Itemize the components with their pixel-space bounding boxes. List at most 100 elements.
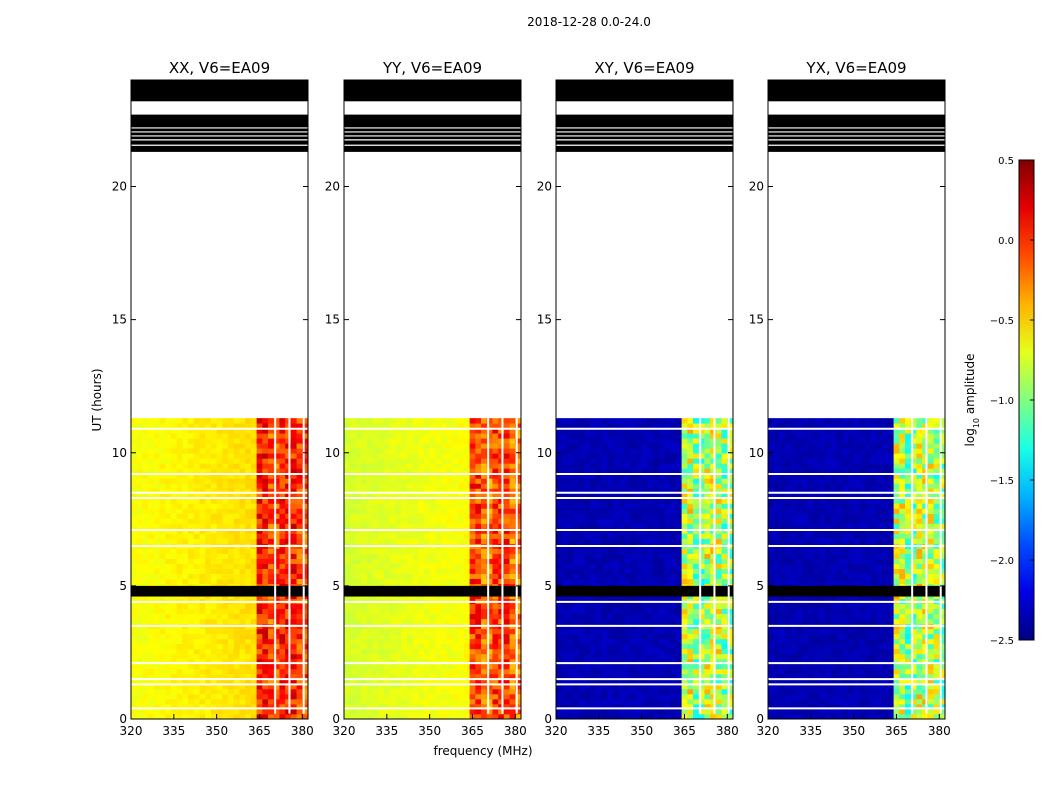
heatmap-cell [658, 608, 665, 615]
heatmap-cell [670, 633, 677, 640]
heatmap-cell [378, 548, 385, 554]
heatmap-cell [509, 678, 516, 685]
heatmap-cell [159, 468, 166, 474]
heatmap-cell [486, 603, 493, 610]
heatmap-cell [273, 488, 280, 494]
heatmap-cell [268, 443, 275, 449]
heatmap-cell [193, 418, 200, 424]
heatmap-cell [584, 528, 591, 534]
heatmap-cell [372, 523, 379, 529]
heatmap-cell [205, 613, 212, 620]
heatmap-cell [153, 643, 160, 650]
heatmap-cell [503, 708, 510, 715]
heatmap-cell [273, 648, 280, 655]
heatmap-cell [567, 548, 574, 554]
heatmap-cell [193, 433, 200, 439]
heatmap-cell [406, 478, 413, 484]
heatmap-cell [486, 438, 493, 444]
heatmap-cell [296, 643, 303, 650]
heatmap-cell [630, 703, 637, 710]
heatmap-cell [233, 533, 240, 539]
heatmap-cell [423, 633, 431, 640]
heatmap-cell [193, 713, 200, 720]
heatmap-cell [210, 433, 218, 439]
heatmap-cell [159, 523, 166, 529]
heatmap-cell [675, 613, 683, 620]
heatmap-cell [148, 713, 155, 720]
heatmap-cell [233, 703, 240, 710]
heatmap-cell [412, 443, 419, 449]
heatmap-cell [423, 418, 431, 424]
heatmap-cell [412, 578, 419, 585]
heatmap-cell [378, 443, 385, 449]
heatmap-cell [378, 558, 385, 564]
heatmap-cell [383, 418, 391, 424]
heatmap-cell [452, 483, 459, 489]
heatmap-cell [681, 563, 688, 569]
heatmap-cell [182, 693, 189, 700]
heatmap-cell [401, 693, 408, 700]
heatmap-cell [273, 653, 280, 660]
heatmap-cell [148, 538, 155, 544]
heatmap-cell [273, 713, 280, 720]
heatmap-cell [715, 653, 722, 660]
heatmap-cell [355, 433, 362, 439]
heatmap-cell [170, 428, 178, 434]
heatmap-cell [302, 463, 309, 469]
heatmap-cell [182, 633, 189, 640]
heatmap-cell [279, 678, 286, 685]
heatmap-cell [469, 608, 476, 615]
heatmap-cell [378, 458, 385, 464]
heatmap-cell [601, 698, 608, 705]
heatmap-cell [681, 538, 688, 544]
heatmap-cell [418, 638, 425, 645]
heatmap-cell [486, 443, 493, 449]
heatmap-cell [624, 683, 631, 690]
heatmap-cell [153, 423, 160, 429]
heatmap-cell [653, 668, 660, 675]
heatmap-cell [378, 518, 385, 524]
heatmap-cell [389, 648, 396, 655]
flagged-band [344, 80, 521, 102]
heatmap-cell [153, 458, 160, 464]
heatmap-cell [584, 698, 591, 705]
heatmap-cell [664, 613, 671, 620]
heatmap-cell [486, 658, 493, 665]
heatmap-cell [199, 678, 206, 685]
heatmap-cell [641, 613, 648, 620]
heatmap-cell [481, 563, 488, 569]
heatmap-cell [492, 658, 499, 665]
heatmap-cell [481, 493, 488, 499]
heatmap-cell [446, 573, 453, 579]
heatmap-cell [509, 628, 516, 635]
heatmap-cell [486, 428, 493, 434]
heatmap-cell [188, 498, 195, 504]
heatmap-cell [469, 673, 476, 680]
heatmap-cell [228, 613, 235, 620]
heatmap-cell [389, 458, 396, 464]
heatmap-cell [509, 648, 516, 655]
heatmap-cell [469, 528, 476, 534]
heatmap-cell [188, 468, 195, 474]
heatmap-cell [503, 508, 510, 514]
heatmap-cell [475, 683, 482, 690]
heatmap-cell [153, 673, 160, 680]
heatmap-cell [131, 703, 138, 710]
heatmap-cell [372, 688, 379, 695]
heatmap-cell [573, 528, 580, 534]
heatmap-cell [401, 433, 408, 439]
heatmap-cell [349, 548, 356, 554]
heatmap-cell [268, 468, 275, 474]
heatmap-cell [153, 703, 160, 710]
heatmap-cell [302, 498, 309, 504]
heatmap-cell [159, 698, 166, 705]
heatmap-cell [188, 438, 195, 444]
heatmap-cell [355, 608, 362, 615]
heatmap-cell [142, 453, 149, 459]
heatmap-cell [561, 568, 568, 574]
heatmap-cell [418, 488, 425, 494]
heatmap-cell [188, 653, 195, 660]
heatmap-cell [383, 678, 391, 685]
heatmap-cell [458, 683, 465, 690]
heatmap-cell [349, 643, 356, 650]
